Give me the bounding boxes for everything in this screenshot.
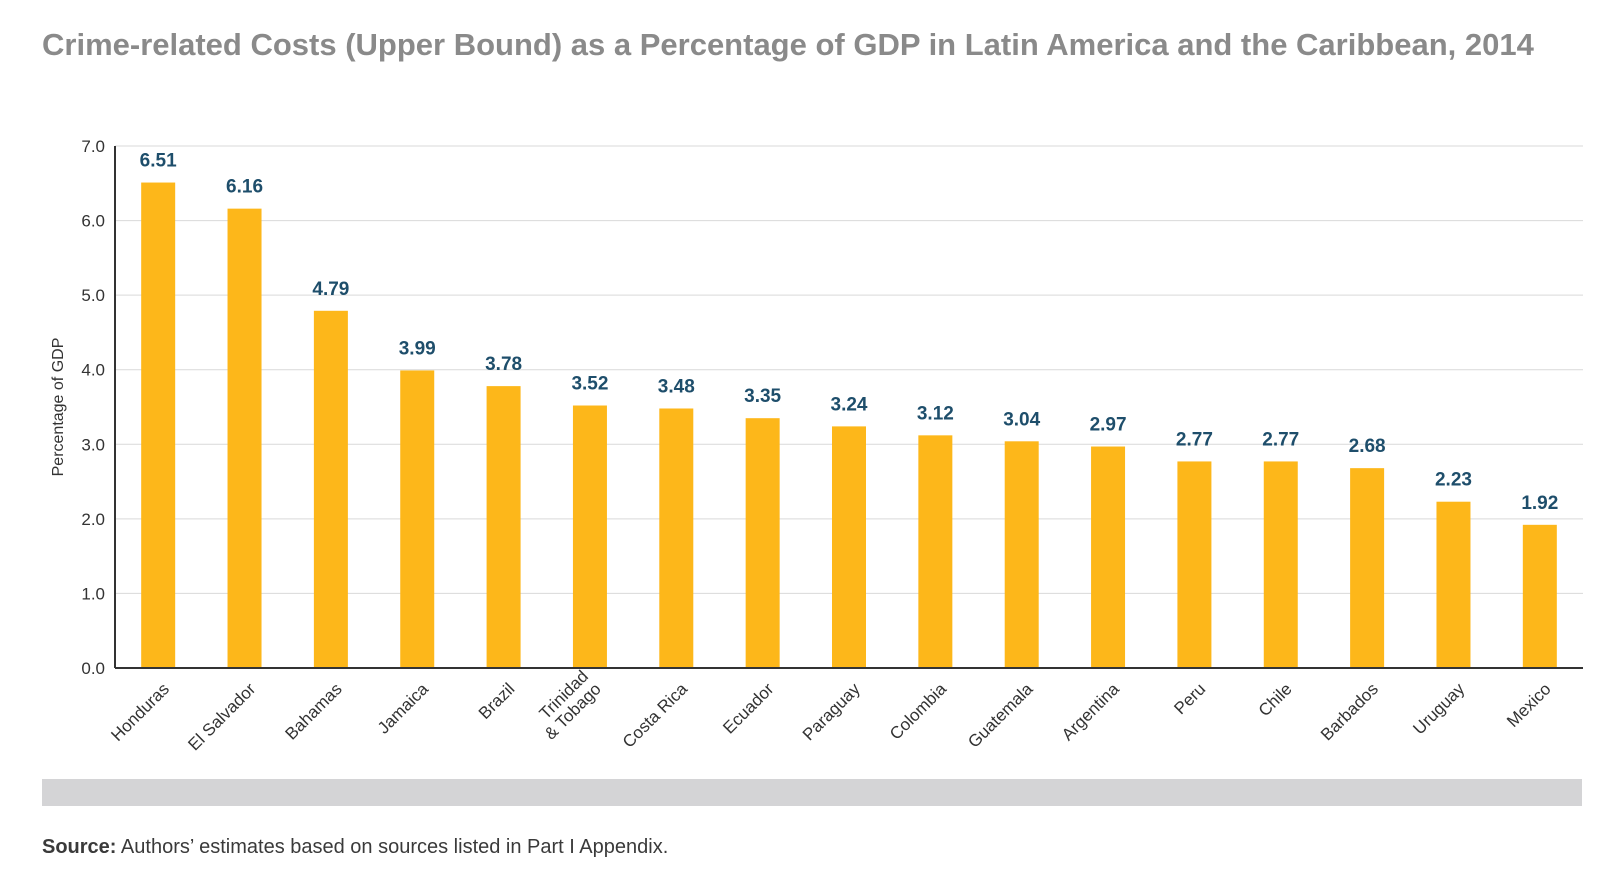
x-tick-label: Honduras [107,679,173,745]
bar [572,405,607,668]
data-label: 3.04 [1003,409,1040,430]
data-label: 2.97 [1090,415,1127,436]
x-tick-label-line: Honduras [107,679,173,745]
x-tick-label-line: Bahamas [281,679,345,743]
bar [1436,501,1471,668]
bar [832,426,866,668]
source-label: Source: [42,836,117,858]
x-tick-label-line: Costa Rica [619,679,692,752]
data-label: 3.48 [658,376,695,397]
data-label: 3.12 [917,403,954,424]
y-tick-label: 7.0 [81,137,105,156]
x-tick-label-line: Jamaica [374,679,433,738]
data-label: 2.77 [1262,429,1299,450]
x-tick-label: Trinidad& Tobago [528,667,605,744]
data-label: 4.79 [312,279,349,300]
bar-chart: 0.0 1.0 2.0 3.0 4.0 5.0 6.0 7.0 Percentage of GD… [50,137,1583,754]
bar [141,182,176,669]
bar [313,310,348,668]
x-tick-label: Paraguay [799,679,864,744]
data-label: 6.51 [140,151,177,172]
bar [918,435,953,668]
data-label: 2.23 [1435,470,1472,491]
x-tick-label: Costa Rica [619,679,692,752]
x-tick-label: Jamaica [374,679,433,738]
x-tick-label-line: Colombia [886,679,951,744]
source-text: Authors’ estimates based on sources list… [116,836,669,858]
x-tick-label-line: Peru [1170,679,1209,718]
chart-title: Crime-related Costs (Upper Bound) as a P… [42,27,1534,62]
y-tick-label: 3.0 [81,435,105,454]
x-tick-label: Barbados [1317,679,1382,744]
bar [659,408,694,668]
x-tick-label-line: Argentina [1058,679,1123,744]
x-tick-label: Guatemala [964,679,1037,752]
bar [1091,446,1126,668]
x-tick-label-line: Paraguay [799,679,864,744]
y-tick-label: 4.0 [81,361,105,380]
data-label: 3.78 [485,354,522,375]
x-tick-label: Brazil [475,679,518,722]
x-tick-label-line: Chile [1255,679,1296,720]
bar [486,386,521,668]
bar [1004,441,1039,668]
x-tick-label-line: Ecuador [719,679,777,737]
x-tick-label: El Salvador [184,679,259,754]
bar [227,208,262,668]
x-tick-label-line: Mexico [1503,679,1555,731]
data-label: 3.24 [831,394,868,415]
data-label: 3.35 [744,386,781,407]
x-tick-label-line: El Salvador [184,679,259,754]
x-tick-label: Chile [1255,679,1296,720]
x-tick-label: Argentina [1058,679,1123,744]
source-note: Source: Authors’ estimates based on sour… [42,836,668,859]
x-tick-label: Colombia [886,679,951,744]
bar [1177,461,1212,668]
x-tick-label-line: Brazil [475,679,518,722]
x-tick-label: Bahamas [281,679,345,743]
data-label: 3.52 [571,374,608,395]
x-tick-label: Uruguay [1409,679,1468,738]
x-tick-label: Peru [1170,679,1209,718]
bar [745,418,780,668]
y-tick-label: 2.0 [81,510,105,529]
data-label: 1.92 [1521,493,1558,514]
x-tick-label-line: Barbados [1317,679,1382,744]
x-tick-label-line: Uruguay [1409,679,1468,738]
data-label: 3.99 [399,338,436,359]
x-tick-label: Ecuador [719,679,777,737]
bar [1350,468,1385,668]
y-tick-label: 0.0 [81,659,105,678]
y-tick-label: 1.0 [81,584,105,603]
data-label: 2.68 [1349,436,1386,457]
x-tick-label-line: Guatemala [964,679,1037,752]
x-tick-label: Mexico [1503,679,1555,731]
bar [1263,461,1298,668]
y-axis-label: Percentage of GDP [50,338,67,477]
y-tick-label: 6.0 [81,212,105,231]
data-label: 6.16 [226,177,263,198]
bar [400,370,435,668]
bar [1522,524,1557,668]
footer-divider-bar [42,779,1582,806]
data-label: 2.77 [1176,429,1213,450]
y-tick-label: 5.0 [81,286,105,305]
